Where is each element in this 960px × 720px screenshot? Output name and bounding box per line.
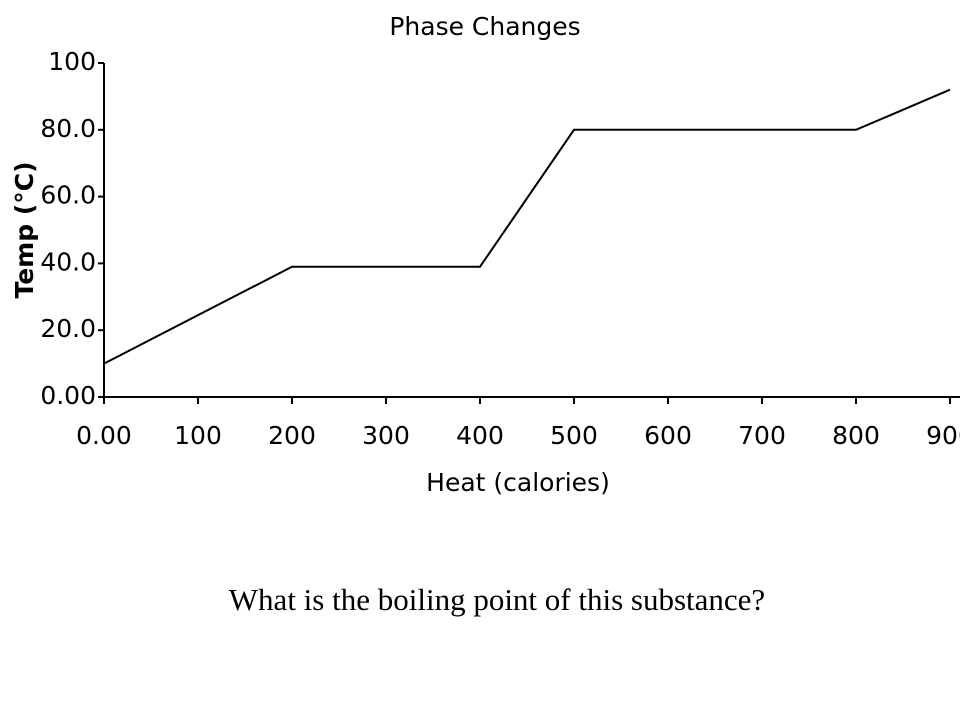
y-tick-label: 20.0	[40, 314, 96, 343]
x-tick-label: 200	[268, 421, 316, 450]
y-tick-label: 100	[48, 47, 96, 76]
x-tick-label: 500	[550, 421, 598, 450]
chart-title: Phase Changes	[389, 12, 580, 41]
y-tick-label: 80.0	[40, 114, 96, 143]
x-tick-label: 0.00	[76, 421, 132, 450]
x-tick-label: 300	[362, 421, 410, 450]
x-tick-label: 100	[174, 421, 222, 450]
x-tick-label: 700	[738, 421, 786, 450]
y-tick-label: 60.0	[40, 181, 96, 210]
x-tick-label: 600	[644, 421, 692, 450]
x-tick-label: 900	[926, 421, 960, 450]
y-axis-label: Temp (°C)	[10, 161, 39, 298]
x-axis-label: Heat (calories)	[426, 468, 610, 497]
x-tick-label: 800	[832, 421, 880, 450]
data-line	[103, 88, 951, 365]
y-tick-label: 40.0	[40, 247, 96, 276]
x-tick-label: 400	[456, 421, 504, 450]
y-tick-label: 0.00	[40, 381, 96, 410]
question: What is the boiling point of this substa…	[229, 582, 765, 617]
